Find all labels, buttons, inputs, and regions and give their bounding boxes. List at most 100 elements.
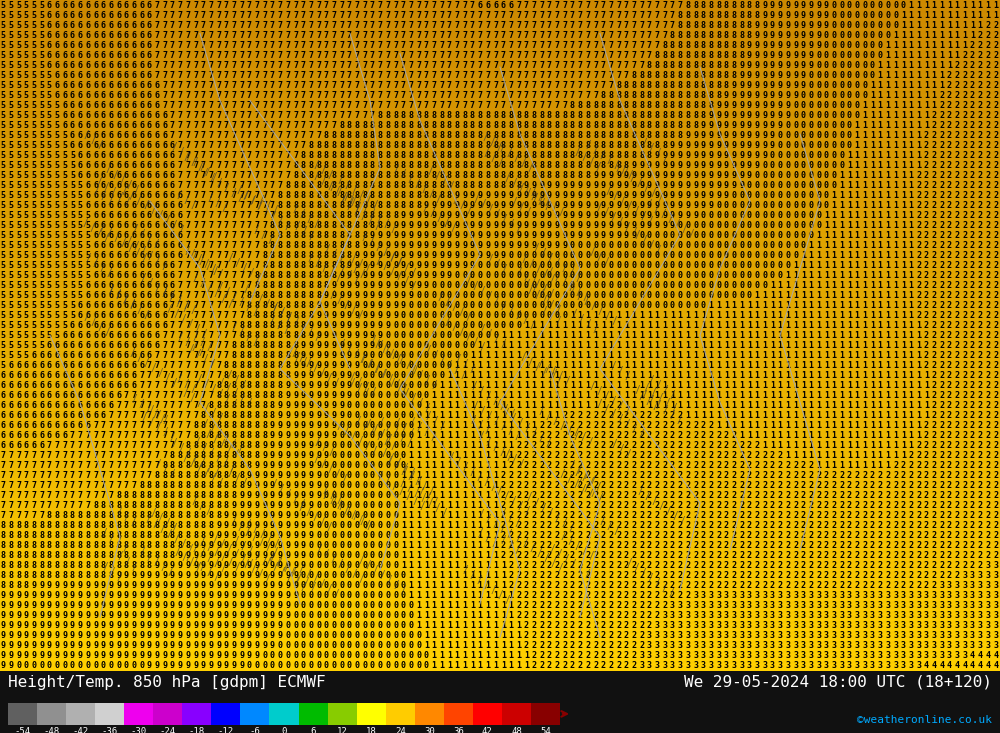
Text: Height/Temp. 850 hPa [gdpm] ECMWF: Height/Temp. 850 hPa [gdpm] ECMWF (8, 674, 326, 690)
Text: /: / (227, 545, 233, 554)
Text: 5: 5 (62, 191, 67, 199)
Text: 7: 7 (216, 331, 221, 340)
Text: /: / (246, 398, 252, 408)
Text: 8: 8 (485, 171, 490, 180)
Text: 2: 2 (608, 401, 613, 410)
Text: 2: 2 (747, 441, 752, 450)
Text: /: / (533, 498, 539, 507)
Text: 2: 2 (570, 461, 575, 470)
Text: 0: 0 (747, 191, 752, 199)
Text: 9: 9 (247, 571, 252, 580)
Text: 1: 1 (793, 321, 798, 330)
Text: 7: 7 (639, 51, 644, 59)
Text: 7: 7 (216, 281, 221, 290)
Text: 8: 8 (339, 130, 344, 140)
Text: 0: 0 (408, 311, 413, 320)
Text: 7: 7 (524, 70, 529, 80)
Text: /: / (402, 423, 407, 432)
Text: 1: 1 (470, 381, 475, 390)
Text: 7: 7 (416, 10, 421, 20)
Text: 2: 2 (508, 521, 513, 530)
Text: 0: 0 (308, 661, 313, 670)
Text: 7: 7 (201, 231, 206, 240)
Text: 1: 1 (785, 431, 790, 440)
Text: 9: 9 (47, 631, 52, 640)
Text: 1: 1 (839, 411, 844, 420)
Text: 2: 2 (662, 571, 667, 580)
Text: 9: 9 (708, 151, 713, 160)
Text: 2: 2 (970, 100, 975, 110)
Text: 2: 2 (739, 521, 744, 530)
Text: 1: 1 (432, 561, 437, 570)
Text: 2: 2 (893, 551, 898, 560)
Text: 2: 2 (770, 501, 775, 510)
Text: 2: 2 (993, 210, 998, 220)
Text: 6: 6 (78, 411, 83, 420)
Text: 0: 0 (316, 561, 321, 570)
Text: 1: 1 (747, 421, 752, 430)
Text: 6: 6 (139, 331, 144, 340)
Text: 1: 1 (747, 331, 752, 340)
Text: 1: 1 (893, 261, 898, 270)
Text: 0: 0 (355, 441, 360, 450)
Text: 6: 6 (101, 21, 106, 29)
Text: 0: 0 (308, 571, 313, 580)
Text: 2: 2 (555, 441, 560, 450)
Text: 7: 7 (608, 70, 613, 80)
Text: 8: 8 (732, 70, 737, 80)
Text: 9: 9 (270, 451, 275, 460)
Text: /: / (110, 187, 116, 196)
Text: 2: 2 (893, 491, 898, 500)
Text: 1: 1 (847, 151, 852, 160)
Text: 0: 0 (347, 501, 352, 510)
Text: 7: 7 (32, 481, 37, 490)
Text: 2: 2 (555, 601, 560, 610)
Text: 0: 0 (801, 121, 806, 130)
Text: 1: 1 (647, 331, 652, 340)
Text: 1: 1 (624, 341, 629, 350)
Text: 1: 1 (570, 381, 575, 390)
Text: 0: 0 (393, 581, 398, 590)
Text: 1: 1 (432, 401, 437, 410)
Text: 7: 7 (270, 91, 275, 100)
Text: 7: 7 (416, 21, 421, 29)
Text: 0: 0 (332, 451, 337, 460)
Text: 1: 1 (416, 421, 421, 430)
Text: 2: 2 (808, 481, 813, 490)
Text: 1: 1 (862, 311, 867, 320)
Text: /: / (469, 467, 475, 476)
Text: 8: 8 (732, 10, 737, 20)
Text: 7: 7 (501, 70, 506, 80)
Text: 7: 7 (570, 70, 575, 80)
Text: 0: 0 (408, 431, 413, 440)
Text: 2: 2 (962, 141, 967, 150)
Text: 7: 7 (224, 81, 229, 89)
Text: 9: 9 (562, 210, 567, 220)
Text: 9: 9 (78, 601, 83, 610)
Text: 7: 7 (332, 81, 337, 89)
Text: 1: 1 (870, 451, 875, 460)
Text: 0: 0 (670, 281, 675, 290)
Text: 5: 5 (47, 70, 52, 80)
Text: 6: 6 (78, 321, 83, 330)
Bar (473, 703, 502, 725)
Text: 8: 8 (270, 381, 275, 390)
Text: 8: 8 (78, 561, 83, 570)
Text: 0: 0 (370, 441, 375, 450)
Text: 1: 1 (501, 391, 506, 400)
Bar (0, 208, 1000, 215)
Text: 8: 8 (739, 40, 744, 50)
Text: 6: 6 (101, 181, 106, 190)
Text: 2: 2 (970, 541, 975, 550)
Text: /: / (645, 396, 651, 406)
Text: 2: 2 (732, 501, 737, 510)
Text: 7: 7 (324, 81, 329, 89)
Text: 8: 8 (324, 261, 329, 270)
Text: 6: 6 (93, 151, 98, 160)
Text: 7: 7 (647, 51, 652, 59)
Text: 1: 1 (462, 521, 467, 530)
Text: 6: 6 (85, 341, 90, 350)
Text: /: / (625, 371, 631, 380)
Text: /: / (596, 251, 602, 262)
Text: 5: 5 (8, 151, 13, 160)
